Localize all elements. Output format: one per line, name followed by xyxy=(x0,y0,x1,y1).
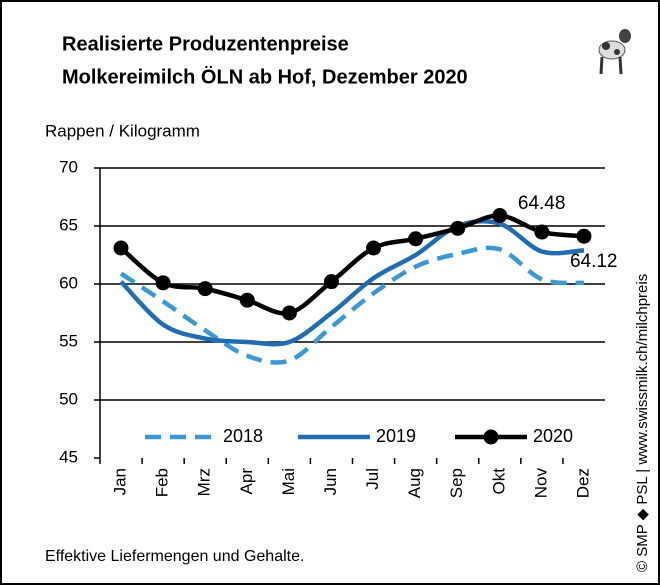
x-tick-label: Mrz xyxy=(195,468,214,496)
x-tick-label: Aug xyxy=(405,468,424,498)
marker xyxy=(534,225,549,240)
data-label: 64.12 xyxy=(570,251,618,272)
x-tick-label: Mai xyxy=(279,468,298,495)
marker xyxy=(408,231,423,246)
x-tick-label: Jul xyxy=(363,468,382,490)
marker xyxy=(156,275,171,290)
legend-label: 2019 xyxy=(376,426,416,446)
y-tick-label: 65 xyxy=(59,215,78,234)
legend-label: 2018 xyxy=(223,426,263,446)
note: Effektive Liefermengen und Gehalte. xyxy=(45,548,304,565)
marker xyxy=(324,274,339,289)
x-tick-label: Dez xyxy=(573,468,592,498)
y-tick-label: 45 xyxy=(59,447,78,466)
marker xyxy=(492,208,507,223)
marker xyxy=(240,293,255,308)
y-tick-label: 50 xyxy=(59,389,78,408)
x-tick-label: Sep xyxy=(447,468,466,498)
x-tick-label: Okt xyxy=(489,468,508,495)
y-tick-label: 55 xyxy=(59,331,78,350)
marker xyxy=(450,221,465,236)
marker xyxy=(114,241,129,256)
x-tick-label: Apr xyxy=(237,468,256,495)
y-axis-label: Rappen / Kilogramm xyxy=(45,121,200,140)
x-tick-label: Feb xyxy=(153,468,172,497)
marker xyxy=(282,306,297,321)
chart: Realisierte Produzentenpreise Molkereimi… xyxy=(0,0,660,585)
legend-marker xyxy=(484,430,499,445)
y-tick-label: 70 xyxy=(59,157,78,176)
data-label: 64.48 xyxy=(518,193,566,214)
legend-label: 2020 xyxy=(533,426,573,446)
source: © SMP ◆ PSL | www.swissmilk.ch/milchprei… xyxy=(634,274,651,572)
marker xyxy=(576,229,591,244)
x-tick-label: Nov xyxy=(531,468,550,499)
chart-subtitle: Molkereimilch ÖLN ab Hof, Dezember 2020 xyxy=(62,65,468,88)
x-tick-label: Jan xyxy=(111,468,130,495)
marker xyxy=(366,241,381,256)
marker xyxy=(198,281,213,296)
y-tick-label: 60 xyxy=(59,273,78,292)
x-tick-label: Jun xyxy=(321,468,340,495)
chart-title: Realisierte Produzentenpreise xyxy=(62,33,349,55)
